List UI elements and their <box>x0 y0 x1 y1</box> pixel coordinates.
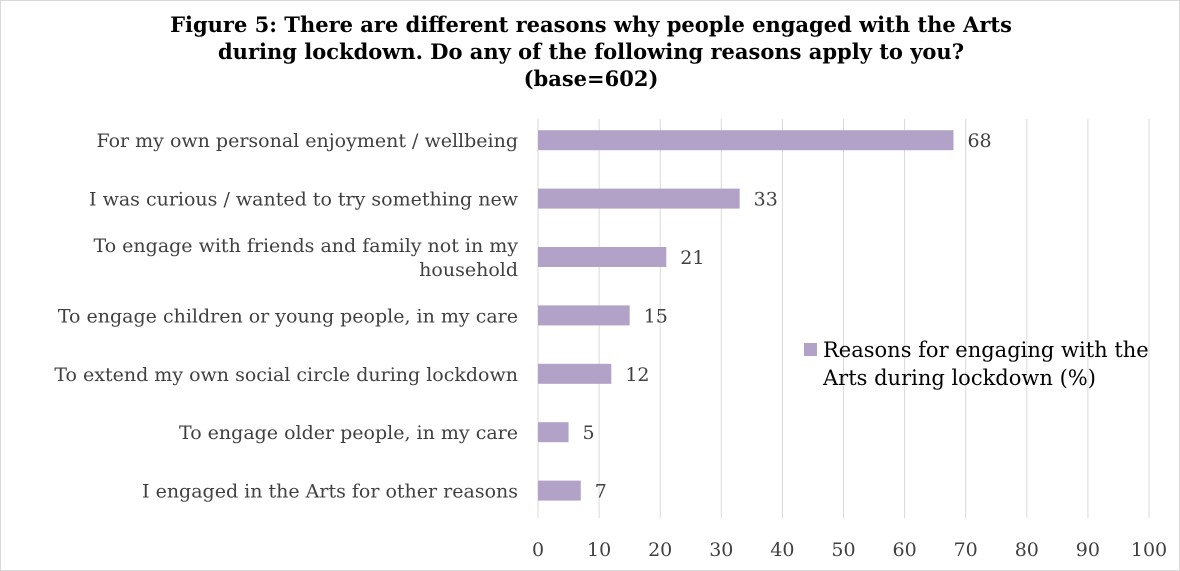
category-label-6: To engage older people, in my care <box>179 422 518 444</box>
category-label-1: For my own personal enjoyment / wellbein… <box>96 130 518 152</box>
x-tick-label-30: 30 <box>709 539 733 561</box>
legend-label-line-2: Arts during lockdown (%) <box>822 366 1096 390</box>
bar-7 <box>538 480 581 501</box>
data-label-7: 7 <box>595 481 607 503</box>
category-label-7: I engaged in the Arts for other reasons <box>142 481 518 503</box>
x-tick-label-0: 0 <box>532 539 544 561</box>
x-tick-label-80: 80 <box>1015 539 1039 561</box>
data-label-1: 68 <box>967 130 991 152</box>
x-tick-label-90: 90 <box>1076 539 1100 561</box>
x-tick-label-70: 70 <box>954 539 978 561</box>
category-label-4: To engage children or young people, in m… <box>58 305 518 327</box>
category-label-3-line-2: household <box>419 259 518 281</box>
x-tick-label-40: 40 <box>770 539 794 561</box>
data-label-5: 12 <box>625 364 649 386</box>
x-tick-label-50: 50 <box>831 539 855 561</box>
bar-2 <box>538 188 740 209</box>
x-tick-label-60: 60 <box>893 539 917 561</box>
data-label-6: 5 <box>583 422 595 444</box>
x-tick-label-100: 100 <box>1131 539 1167 561</box>
x-tick-label-10: 10 <box>587 539 611 561</box>
chart-title-line-3: (base=602) <box>523 66 659 91</box>
chart-title-line-1: Figure 5: There are different reasons wh… <box>170 12 1012 37</box>
bar-6 <box>538 422 569 443</box>
category-label-3-line-1: To engage with friends and family not in… <box>94 235 519 257</box>
chart-title: Figure 5: There are different reasons wh… <box>1 11 1180 92</box>
legend-label-line-1: Reasons for engaging with the <box>823 338 1149 362</box>
data-label-4: 15 <box>644 305 668 327</box>
data-label-2: 33 <box>754 189 778 211</box>
data-label-3: 21 <box>680 247 704 269</box>
category-label-5: To extend my own social circle during lo… <box>54 364 518 386</box>
x-tick-label-20: 20 <box>648 539 672 561</box>
bar-4 <box>538 305 630 326</box>
bar-5 <box>538 363 612 384</box>
chart-title-line-2: during lockdown. Do any of the following… <box>218 39 964 64</box>
bar-3 <box>538 247 667 267</box>
bar-1 <box>538 130 954 151</box>
legend-swatch <box>804 343 817 356</box>
category-label-2: I was curious / wanted to try something … <box>89 189 519 211</box>
